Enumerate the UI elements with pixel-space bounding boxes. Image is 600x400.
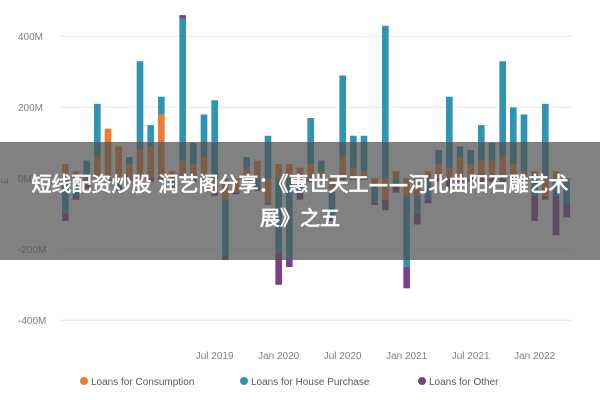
bar-segment [499,61,506,158]
bar-segment [446,96,453,168]
legend-swatch [80,377,88,385]
legend-entry: Loans for Other [429,377,499,388]
bar-segment [147,125,154,147]
bar-segment [339,75,346,158]
bar-segment [542,103,549,179]
bar-segment [136,61,144,150]
x-tick-label: Jan 2022 [514,351,556,362]
bar-segment [403,267,410,289]
bar-segment [307,118,314,165]
bar-segment [200,114,208,158]
y-tick-label: -400M [18,316,46,327]
bar-segment [179,15,186,19]
x-tick-label: Jul 2021 [452,351,490,362]
x-tick-label: Jul 2020 [324,351,362,362]
bar-segment [510,107,517,165]
bar-segment [179,18,186,161]
legend-swatch [418,377,426,385]
bar-segment [275,252,282,285]
bar-segment [382,25,389,179]
banner-title: 短线配资炒股 润艺阁分享：《惠世天工——河北曲阳石雕艺术展》之五 [31,172,569,230]
title-banner: 短线配资炒股 润艺阁分享：《惠世天工——河北曲阳石雕艺术展》之五 [0,142,600,260]
legend-entry: Loans for House Purchase [251,377,370,388]
y-tick-label: 200M [18,103,43,114]
x-axis-ticks: Jul 2019 Jan 2020 Jul 2020 Jan 2021 Jul 2021… [196,351,556,362]
bar-segment [158,96,165,115]
legend: Loans for Consumption Loans for House Pur… [80,377,499,388]
y-tick-label: 400M [18,32,43,43]
legend-swatch [240,377,248,385]
bar-segment [94,103,101,158]
x-tick-label: Jul 2019 [196,351,234,362]
legend-entry: Loans for Consumption [91,377,194,388]
bar-segment [211,100,218,179]
x-tick-label: Jan 2020 [258,351,300,362]
bar-segment [286,259,293,268]
x-tick-label: Jan 2021 [386,351,428,362]
